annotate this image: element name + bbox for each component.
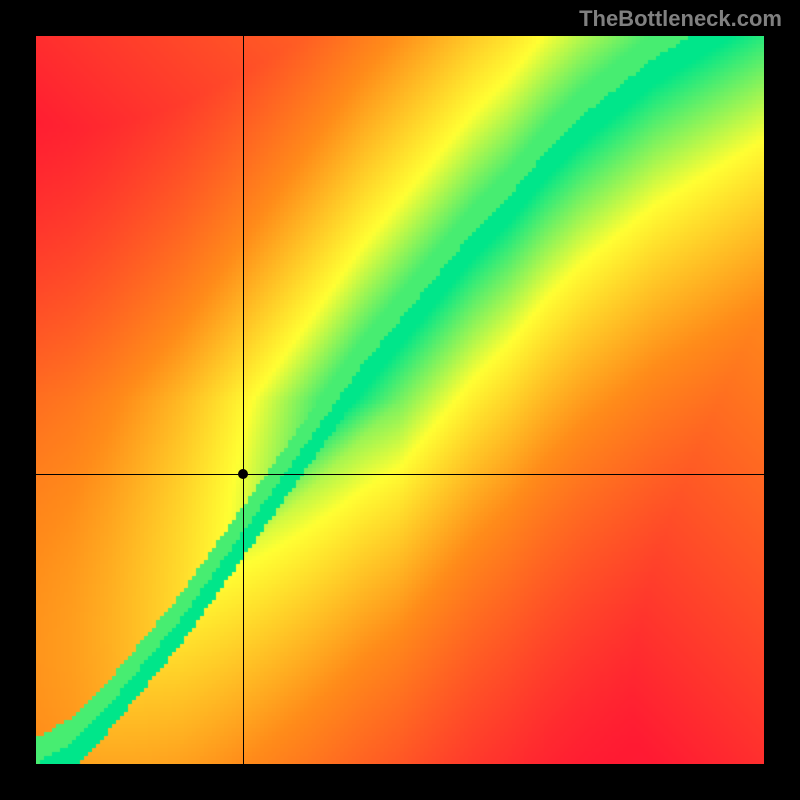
watermark-text: TheBottleneck.com bbox=[579, 6, 782, 32]
heatmap-plot-area bbox=[36, 36, 764, 764]
heatmap-canvas bbox=[36, 36, 764, 764]
crosshair-vertical bbox=[243, 36, 244, 764]
crosshair-horizontal bbox=[36, 474, 764, 475]
crosshair-marker-dot bbox=[238, 469, 248, 479]
